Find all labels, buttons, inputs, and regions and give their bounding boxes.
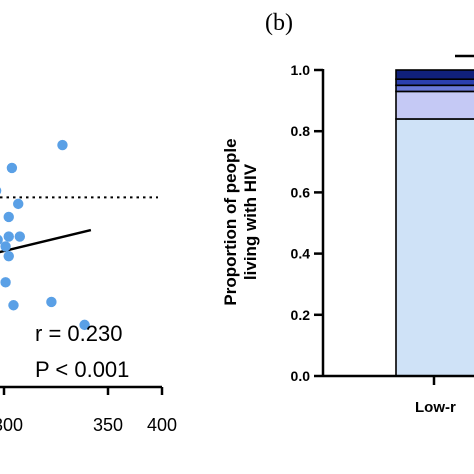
bar-panel: (b) Proportion of people living with HIV… — [221, 10, 474, 416]
scatter-point-11 — [46, 296, 57, 308]
scatter-panel: 300 350 400 r = 0.230 P < 0.001 — [0, 139, 177, 435]
bar-y-tick-label-3: 0.6 — [291, 184, 311, 200]
bar-y-tick-label-4: 0.8 — [291, 123, 311, 139]
bar-segment-2 — [395, 84, 474, 93]
scatter-point-9 — [6, 162, 18, 174]
bar-segment-1 — [395, 90, 474, 120]
scatter-point-5 — [0, 241, 11, 252]
scatter-point-0 — [0, 187, 2, 195]
correlation-r-annotation: r = 0.230 — [35, 321, 122, 346]
scatter-point-3 — [3, 231, 14, 242]
scatter-point-6 — [3, 251, 14, 262]
bar-segment-0 — [395, 118, 474, 377]
bar-category-label: Low-r — [415, 399, 456, 416]
scatter-point-7 — [0, 277, 11, 288]
p-value-annotation: P < 0.001 — [35, 357, 129, 382]
bar-y-ticks: 0.0 0.2 0.4 0.6 0.8 1.0 — [291, 62, 323, 384]
regression-fit-line — [0, 228, 92, 254]
scatter-x-tick-label-400: 400 — [147, 415, 177, 435]
bar-y-axis-label-line2: living with HIV — [241, 163, 260, 280]
scatter-x-tick-label-300: 300 — [0, 415, 23, 435]
scatter-point-10 — [57, 139, 68, 151]
panel-label-b: (b) — [265, 10, 293, 36]
scatter-point-8 — [13, 198, 24, 210]
scatter-point-13 — [8, 300, 19, 311]
scatter-x-tick-label-350: 350 — [93, 415, 123, 435]
scatter-points — [0, 139, 90, 331]
scatter-point-2 — [0, 235, 3, 245]
bar-y-tick-label-2: 0.4 — [291, 246, 311, 262]
scatter-point-12 — [79, 319, 90, 331]
bar-y-axis-label-line1: Proportion of people — [221, 138, 240, 305]
bar-y-tick-label-5: 1.0 — [291, 62, 311, 78]
bar-segment-4 — [395, 69, 474, 80]
scatter-point-1 — [3, 211, 14, 223]
bar-y-tick-label-0: 0.0 — [291, 368, 311, 384]
bar-segment-3 — [395, 78, 474, 87]
bar-segments — [395, 69, 474, 377]
scatter-point-4 — [14, 231, 25, 242]
bar-y-tick-label-1: 0.2 — [291, 307, 311, 323]
